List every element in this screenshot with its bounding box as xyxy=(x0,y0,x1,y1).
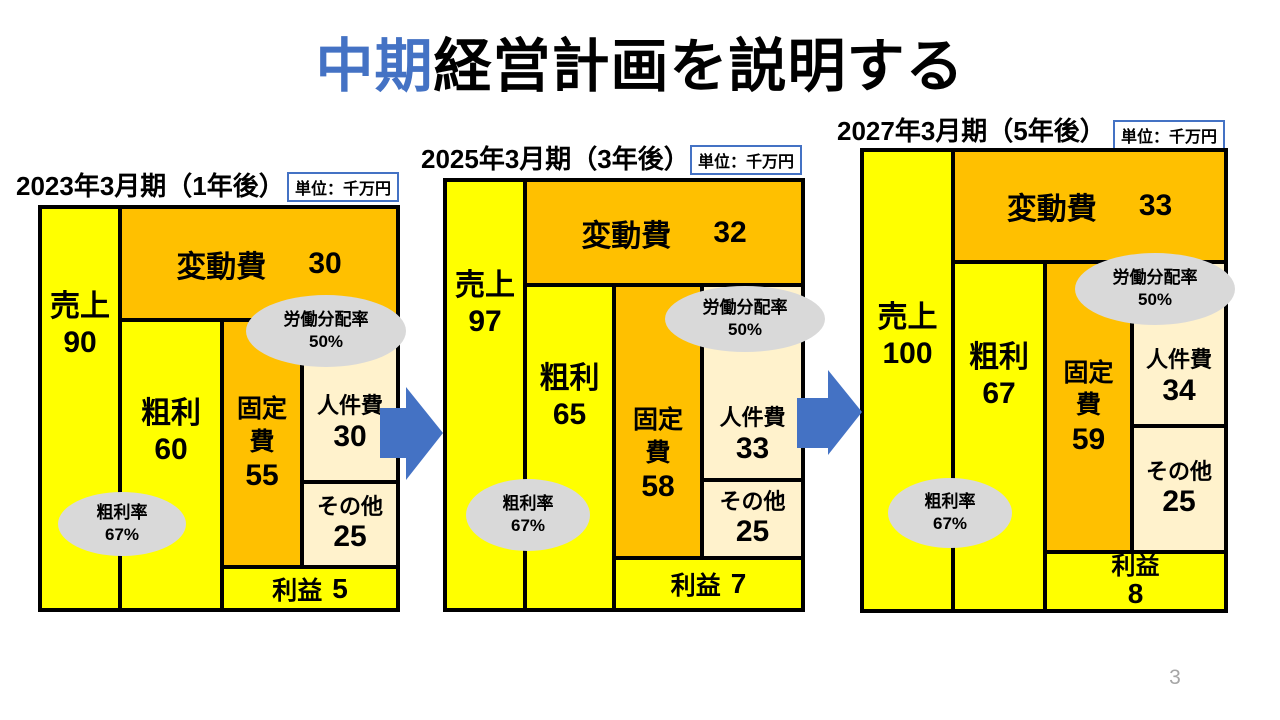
variable-cost-block: 変動費 33 xyxy=(951,148,1228,264)
variable-cost-value: 30 xyxy=(308,246,342,280)
gross-profit-value: 65 xyxy=(552,398,587,431)
variable-cost-label: 変動費 xyxy=(581,219,672,253)
variable-cost-value: 32 xyxy=(713,215,747,249)
gross-profit-label: 粗利 xyxy=(539,362,600,395)
unit-label: 単位：千万円 xyxy=(287,172,399,202)
sales-value: 100 xyxy=(882,337,933,370)
personnel-cost-value: 34 xyxy=(1162,373,1196,407)
arrow-right-icon xyxy=(380,387,443,480)
gross-margin-callout: 粗利率 67% xyxy=(888,478,1012,548)
labor-share-callout: 労働分配率 50% xyxy=(665,286,825,352)
arrow-right-icon xyxy=(797,370,862,455)
profit-label: 利益 xyxy=(1111,553,1160,581)
sales-label: 売上 xyxy=(455,269,515,302)
labor-share-label: 労働分配率 xyxy=(283,309,369,329)
variable-cost-label: 変動費 xyxy=(1006,193,1097,226)
gross-margin-label: 粗利率 xyxy=(502,493,554,513)
sales-value: 97 xyxy=(468,305,502,338)
labor-share-callout: 労働分配率 50% xyxy=(246,295,406,367)
sales-label: 売上 xyxy=(877,301,938,334)
profit-block: 利益 7 xyxy=(612,556,805,612)
gross-profit-block: 粗利 65 xyxy=(523,283,616,612)
personnel-cost-value: 30 xyxy=(333,419,367,453)
other-cost-label: その他 xyxy=(1145,458,1212,484)
other-cost-value: 25 xyxy=(333,520,367,554)
profit-label: 利益 xyxy=(272,576,323,605)
variable-cost-value: 33 xyxy=(1138,189,1173,222)
page-number: 3 xyxy=(1169,666,1181,689)
diagram-heading: 2027年3月期（5年後） xyxy=(837,116,1106,146)
diagram-heading: 2025年3月期（3年後） xyxy=(421,144,690,174)
sales-value: 90 xyxy=(63,326,97,359)
other-cost-block: その他 25 xyxy=(300,480,400,569)
unit-label: 単位：千万円 xyxy=(690,145,802,175)
gross-margin-value: 67% xyxy=(932,514,968,533)
gross-profit-label: 粗利 xyxy=(141,397,201,430)
diagram-heading: 2023年3月期（1年後） xyxy=(16,171,285,201)
profit-value: 5 xyxy=(332,572,348,604)
personnel-cost-value: 33 xyxy=(735,431,770,465)
gross-profit-block: 粗利 60 xyxy=(118,318,224,612)
variable-cost-block: 変動費 32 xyxy=(523,178,805,287)
other-cost-value: 25 xyxy=(735,514,770,548)
gross-profit-value: 60 xyxy=(154,433,188,466)
fixed-cost-label: 固定費 xyxy=(236,395,287,456)
other-cost-block: その他 25 xyxy=(1130,424,1228,554)
slide-title: 中期経営計画を説明する xyxy=(0,34,1280,101)
labor-share-label: 労働分配率 xyxy=(1112,267,1198,287)
gross-margin-value: 67% xyxy=(510,516,546,535)
profit-value: 8 xyxy=(1127,578,1144,610)
gross-profit-label: 粗利 xyxy=(969,341,1029,374)
gross-profit-block: 粗利 67 xyxy=(951,260,1047,613)
labor-share-value: 50% xyxy=(1137,290,1173,309)
personnel-cost-label: 人件費 xyxy=(719,405,786,431)
gross-margin-label: 粗利率 xyxy=(924,491,976,511)
title-rest: 経営計画を説明する xyxy=(433,34,965,99)
labor-share-value: 50% xyxy=(727,320,763,339)
personnel-cost-label: 人件費 xyxy=(316,393,383,419)
other-cost-label: その他 xyxy=(316,494,383,520)
gross-margin-callout: 粗利率 67% xyxy=(58,492,186,556)
fixed-cost-label: 固定費 xyxy=(1063,358,1114,420)
variable-cost-label: 変動費 xyxy=(176,250,267,284)
personnel-cost-label: 人件費 xyxy=(1145,347,1212,373)
profit-block: 利益 8 xyxy=(1043,550,1228,613)
other-cost-value: 25 xyxy=(1162,484,1196,518)
labor-share-callout: 労働分配率 50% xyxy=(1075,253,1235,325)
fixed-cost-label: 固定費 xyxy=(632,406,683,467)
sales-label: 売上 xyxy=(50,290,110,323)
gross-margin-value: 67% xyxy=(104,525,140,544)
title-highlight: 中期 xyxy=(315,34,434,99)
fixed-cost-value: 55 xyxy=(245,459,279,492)
profit-label: 利益 xyxy=(670,572,721,600)
fixed-cost-value: 58 xyxy=(641,470,675,503)
labor-share-value: 50% xyxy=(308,332,344,351)
profit-block: 利益 5 xyxy=(220,565,400,612)
other-cost-block: その他 25 xyxy=(700,478,805,560)
other-cost-label: その他 xyxy=(719,488,786,514)
gross-margin-label: 粗利率 xyxy=(96,502,148,522)
gross-margin-callout: 粗利率 67% xyxy=(466,479,590,551)
gross-profit-value: 67 xyxy=(982,377,1016,410)
unit-label: 単位：千万円 xyxy=(1113,120,1225,150)
fixed-cost-value: 59 xyxy=(1071,422,1106,456)
profit-value: 7 xyxy=(730,568,747,599)
labor-share-label: 労働分配率 xyxy=(702,297,788,317)
